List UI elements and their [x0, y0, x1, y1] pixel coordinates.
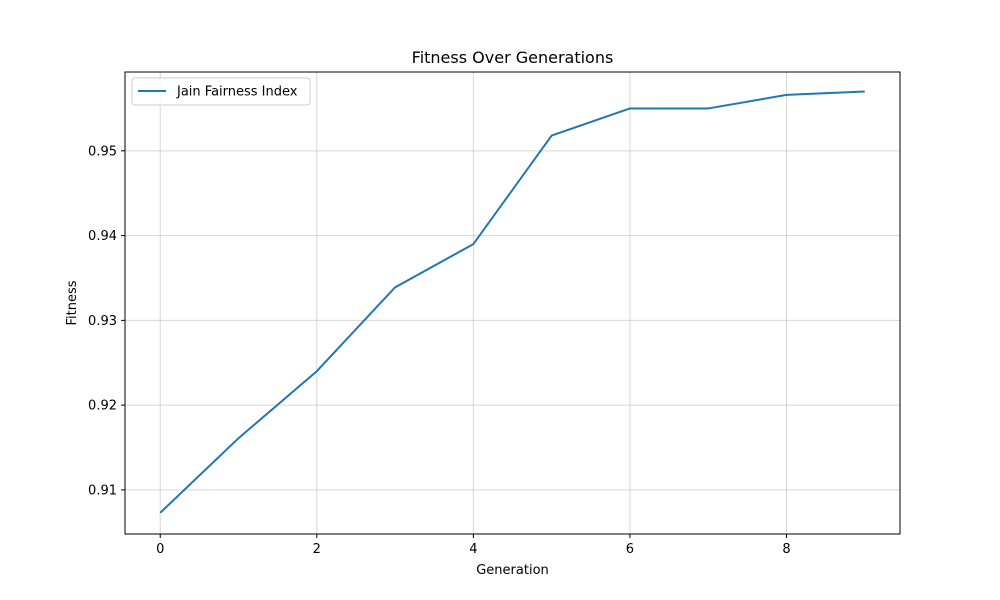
- series-line: [159, 90, 865, 514]
- x-tick-label: 2: [313, 542, 321, 557]
- y-tick-label: 0.91: [88, 483, 117, 498]
- y-tick-label: 0.92: [88, 399, 117, 414]
- y-tick-label: 0.94: [88, 229, 117, 244]
- chart-title: Fitness Over Generations: [412, 48, 614, 67]
- x-axis-title: Generation: [476, 563, 549, 578]
- legend-label: Jain Fairness Index: [176, 85, 298, 100]
- grid-lines: [125, 72, 900, 534]
- y-axis-ticks: 0.91 0.92 0.93 0.94 0.95: [88, 144, 125, 498]
- x-tick-label: 6: [626, 542, 634, 557]
- series-layer: [159, 90, 865, 514]
- x-tick-label: 0: [156, 542, 164, 557]
- x-tick-label: 8: [782, 542, 790, 557]
- y-axis-title: Fitness: [65, 280, 80, 325]
- y-tick-label: 0.93: [88, 314, 117, 329]
- legend-box: [131, 77, 311, 106]
- x-axis-ticks: 0 2 4 6 8: [156, 534, 791, 557]
- y-tick-label: 0.95: [88, 144, 117, 159]
- legend: Jain Fairness Index: [131, 77, 311, 106]
- x-tick-label: 4: [469, 542, 477, 557]
- plot-frame: [124, 71, 901, 535]
